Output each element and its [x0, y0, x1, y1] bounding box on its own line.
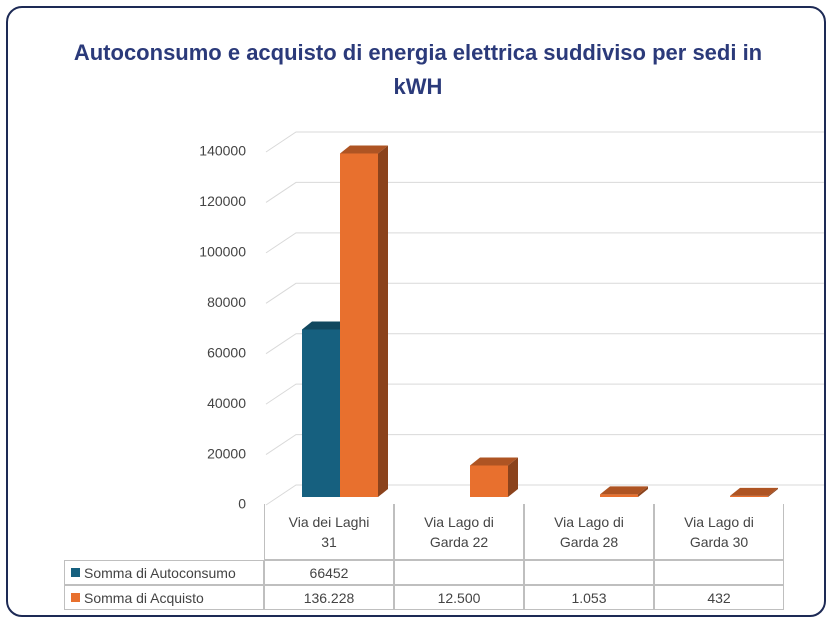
- legend-entry: Somma di Autoconsumo: [64, 560, 264, 585]
- bar: [470, 457, 518, 497]
- bar-side: [768, 487, 778, 497]
- y-tick-label: 140000: [199, 143, 246, 159]
- grid-line: [265, 282, 824, 304]
- bar-side: [638, 486, 648, 497]
- grid-line: [265, 383, 824, 405]
- data-label: [654, 560, 784, 585]
- legend-key: [71, 593, 80, 602]
- bar-front: [730, 495, 768, 497]
- bar: [340, 145, 388, 497]
- y-tick-label: 40000: [207, 395, 246, 411]
- y-tick-label: 60000: [207, 344, 246, 360]
- chart-card: 0 20000 40000 60000 80000 100000 120000 140000 …: [6, 6, 826, 617]
- grid-line: [265, 434, 824, 455]
- bar-side: [508, 457, 518, 497]
- y-tick-label: 100000: [199, 244, 246, 260]
- bar: [730, 487, 778, 497]
- category-label: Via Lago di Garda 30: [654, 504, 784, 560]
- data-label: 432: [654, 585, 784, 610]
- grid-line: [265, 232, 824, 254]
- bar-front: [600, 494, 638, 497]
- bar-top: [340, 145, 388, 154]
- y-tick-label: 120000: [199, 193, 246, 209]
- chart-title: Autoconsumo e acquisto di energia elettr…: [73, 40, 763, 99]
- bar-top: [600, 486, 648, 495]
- legend-key: [71, 568, 80, 577]
- data-label: [394, 560, 524, 585]
- grid-line: [265, 131, 824, 153]
- bar-front: [302, 329, 340, 497]
- y-tick-label: 0: [238, 496, 246, 512]
- grid-line: [265, 181, 824, 203]
- data-label: [524, 560, 654, 585]
- data-label: 66452: [264, 560, 394, 585]
- bar: [600, 486, 648, 497]
- grid-line: [265, 484, 824, 506]
- bar-top: [302, 321, 350, 330]
- bar-top: [730, 487, 778, 496]
- legend-label: Somma di Autoconsumo: [84, 564, 236, 581]
- category-label: Via Lago di Garda 22: [394, 504, 524, 560]
- bar-front: [470, 465, 508, 497]
- grid-line: [265, 333, 824, 355]
- category-label: Via Lago di Garda 28: [524, 504, 654, 560]
- data-label: 1.053: [524, 585, 654, 610]
- legend-label: Somma di Acquisto: [84, 589, 204, 606]
- bar-front: [340, 153, 378, 497]
- y-tick-label: 20000: [207, 445, 246, 461]
- y-tick-label: 80000: [207, 294, 246, 310]
- data-label: 12.500: [394, 585, 524, 610]
- bar-top: [470, 457, 518, 466]
- category-label: Via dei Laghi 31: [264, 504, 394, 560]
- chart: 0 20000 40000 60000 80000 100000 120000 140000: [199, 131, 824, 512]
- bar-side: [378, 145, 388, 497]
- legend-entry: Somma di Acquisto: [64, 585, 264, 610]
- data-label: 136.228: [264, 585, 394, 610]
